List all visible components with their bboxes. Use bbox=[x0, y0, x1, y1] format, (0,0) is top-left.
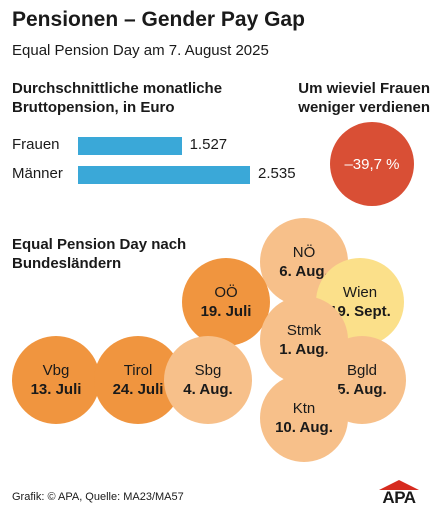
region-date: 1. Aug. bbox=[279, 341, 329, 358]
region-name: Sbg bbox=[194, 362, 222, 379]
bar-title: Durchschnittliche monatliche Bruttopensi… bbox=[12, 80, 223, 116]
region-circle: Ktn 10. Aug. bbox=[260, 374, 348, 462]
region-date: 19. Sept. bbox=[329, 303, 391, 320]
logo-text: APA bbox=[382, 488, 416, 507]
region-name: Ktn bbox=[292, 400, 316, 417]
region-name: Wien bbox=[342, 284, 378, 301]
map-title: Equal Pension Day nach Bundesländern bbox=[12, 236, 187, 272]
region-circle: Vbg 13. Juli bbox=[12, 336, 100, 424]
gap-circle: –39,7 % bbox=[330, 122, 414, 206]
region-date: 10. Aug. bbox=[275, 419, 333, 436]
region-name: Tirol bbox=[123, 362, 153, 379]
value-label: 1.527 bbox=[189, 136, 228, 153]
region-circle: Tirol 24. Juli bbox=[94, 336, 182, 424]
region-date: 19. Juli bbox=[200, 303, 252, 320]
region-name: Vbg bbox=[42, 362, 70, 379]
region-date: 24. Juli bbox=[112, 381, 164, 398]
logo: APA bbox=[375, 480, 423, 507]
category-label: Frauen bbox=[12, 136, 60, 153]
region-date: 4. Aug. bbox=[183, 381, 233, 398]
subtitle: Equal Pension Day am 7. August 2025 bbox=[12, 42, 269, 59]
region-date: 6. Aug. bbox=[279, 263, 329, 280]
value-label: 2.535 bbox=[258, 165, 296, 182]
region-circle: Wien 19. Sept. bbox=[316, 258, 404, 346]
bar bbox=[78, 166, 250, 184]
region-name: NÖ bbox=[292, 244, 316, 261]
gap-title: Um wieviel Frauen weniger verdienen bbox=[298, 80, 430, 116]
region-circle: OÖ 19. Juli bbox=[182, 258, 270, 346]
region-name: OÖ bbox=[214, 284, 238, 301]
bar bbox=[78, 137, 182, 155]
region-circle: Sbg 4. Aug. bbox=[164, 336, 252, 424]
title: Pensionen – Gender Pay Gap bbox=[12, 8, 305, 31]
region-date: 5. Aug. bbox=[337, 381, 387, 398]
source: Grafik: © APA, Quelle: MA23/MA57 bbox=[12, 491, 184, 503]
category-label: Männer bbox=[12, 165, 63, 182]
region-date: 13. Juli bbox=[30, 381, 82, 398]
region-name: Bgld bbox=[346, 362, 378, 379]
region-name: Stmk bbox=[286, 322, 322, 339]
gap-label: –39,7 % bbox=[344, 155, 400, 173]
logo-roof bbox=[379, 480, 419, 490]
